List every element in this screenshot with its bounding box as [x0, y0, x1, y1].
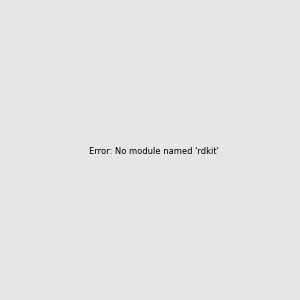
Text: Error: No module named 'rdkit': Error: No module named 'rdkit' [89, 147, 219, 156]
